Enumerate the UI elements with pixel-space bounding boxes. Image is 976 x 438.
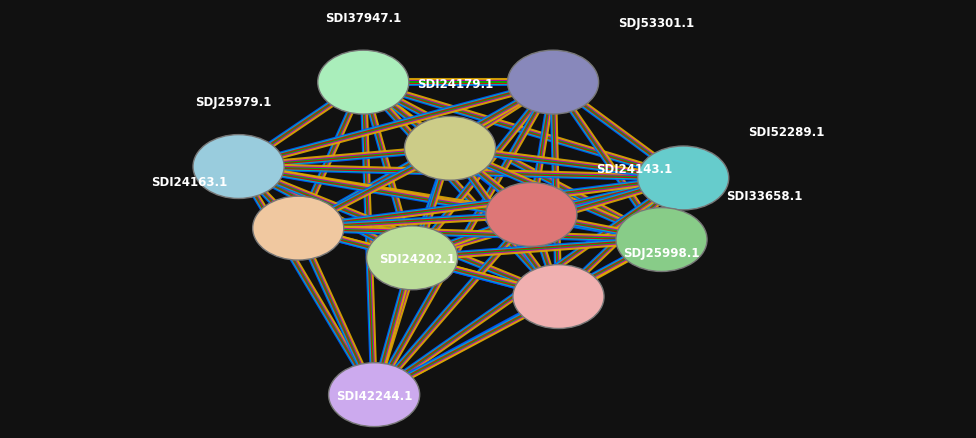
Ellipse shape: [637, 146, 729, 210]
Ellipse shape: [318, 50, 409, 114]
Ellipse shape: [253, 196, 344, 260]
Text: SDI24143.1: SDI24143.1: [596, 162, 672, 176]
Text: SDI33658.1: SDI33658.1: [726, 190, 803, 203]
Ellipse shape: [508, 50, 598, 114]
Ellipse shape: [486, 183, 577, 246]
Ellipse shape: [193, 134, 284, 198]
Ellipse shape: [616, 208, 707, 272]
Ellipse shape: [329, 363, 420, 427]
Ellipse shape: [367, 226, 458, 290]
Text: SDI52289.1: SDI52289.1: [749, 126, 825, 139]
Text: SDJ25998.1: SDJ25998.1: [624, 247, 700, 260]
Ellipse shape: [513, 265, 604, 328]
Ellipse shape: [404, 117, 496, 180]
Text: SDI24163.1: SDI24163.1: [151, 177, 227, 189]
Text: SDI37947.1: SDI37947.1: [325, 12, 401, 25]
Text: SDI24179.1: SDI24179.1: [418, 78, 494, 91]
Text: SDJ25979.1: SDJ25979.1: [195, 96, 271, 110]
Text: SDJ53301.1: SDJ53301.1: [618, 17, 694, 30]
Text: SDI42244.1: SDI42244.1: [336, 390, 412, 403]
Text: SDI24202.1: SDI24202.1: [380, 253, 456, 266]
